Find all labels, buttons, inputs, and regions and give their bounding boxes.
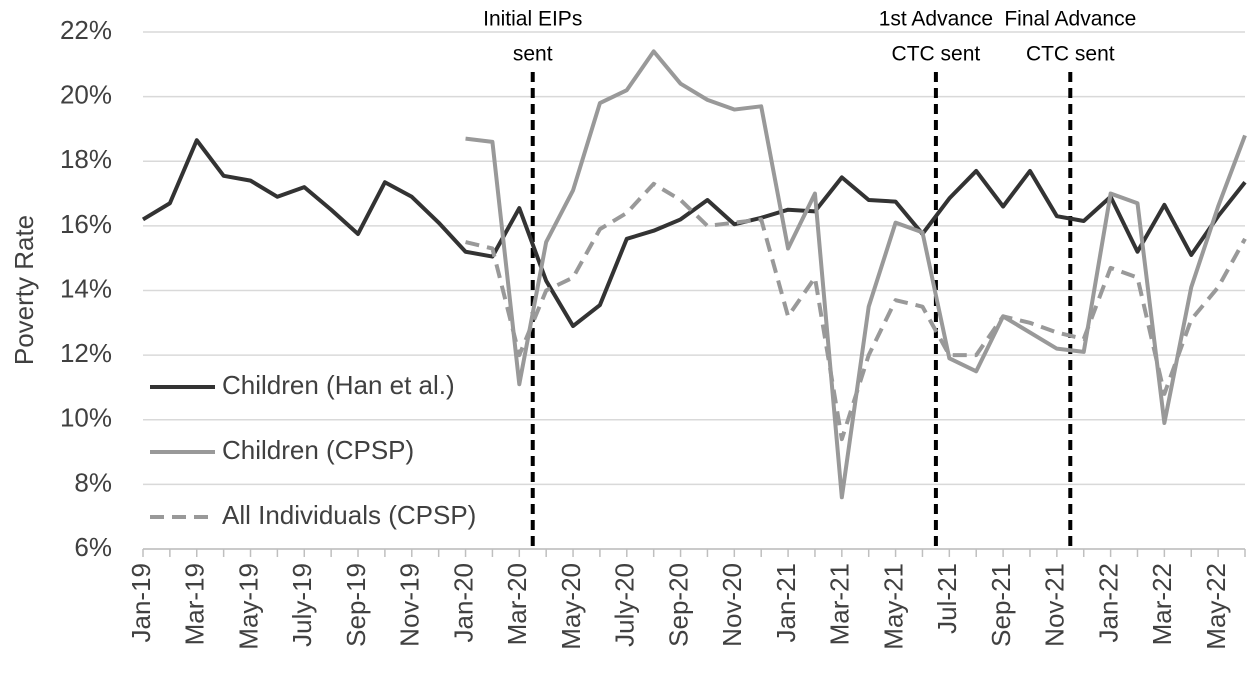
x-tick-label: Nov-21	[1040, 563, 1070, 647]
x-tick-label: Nov-20	[717, 563, 747, 647]
x-tick-label: May-22	[1201, 563, 1231, 650]
annotation: CTC sent	[1026, 43, 1115, 66]
y-tick-label: 10%	[60, 403, 112, 433]
annotation: CTC sent	[892, 43, 981, 66]
y-axis-label: Poverty Rate	[9, 215, 39, 365]
x-tick-label: Sep-19	[341, 563, 371, 647]
legend-label: Children (CPSP)	[222, 435, 414, 465]
series-line	[141, 138, 1247, 329]
y-tick-label: 18%	[60, 144, 112, 174]
annotation: Final Advance	[1004, 8, 1136, 31]
x-tick-label: Jan-20	[448, 563, 478, 643]
x-tick-label: Mar-21	[825, 563, 855, 645]
annotation: sent	[513, 43, 553, 66]
y-tick-label: 20%	[60, 80, 112, 110]
x-tick-label: Jul-21	[932, 563, 962, 634]
y-tick-label: 6%	[74, 532, 112, 562]
x-tick-label: Jan-19	[126, 563, 156, 643]
x-tick-label: Sep-20	[663, 563, 693, 647]
x-tick-label: Jan-22	[1093, 563, 1123, 643]
legend-label: Children (Han et al.)	[222, 370, 455, 400]
annotation: 1st Advance	[879, 8, 993, 31]
y-tick-label: 8%	[74, 467, 112, 497]
x-tick-label: May-20	[556, 563, 586, 650]
x-tick-label: July-19	[287, 563, 317, 647]
y-tick-label: 16%	[60, 209, 112, 239]
x-tick-label: Nov-19	[395, 563, 425, 647]
x-tick-label: Mar-20	[502, 563, 532, 645]
y-tick-label: 12%	[60, 338, 112, 368]
y-tick-label: 22%	[60, 15, 112, 45]
annotation: Initial EIPs	[483, 8, 582, 31]
x-tick-label: Sep-21	[986, 563, 1016, 647]
x-tick-label: Mar-19	[180, 563, 210, 645]
legend-label: All Individuals (CPSP)	[222, 500, 476, 530]
y-tick-label: 14%	[60, 273, 112, 303]
series-line	[465, 181, 1247, 442]
x-tick-label: Jan-21	[771, 563, 801, 643]
x-tick-label: May-19	[233, 563, 263, 650]
x-tick-label: May-21	[878, 563, 908, 650]
x-tick-label: Mar-22	[1147, 563, 1177, 645]
x-tick-label: July-20	[610, 563, 640, 647]
